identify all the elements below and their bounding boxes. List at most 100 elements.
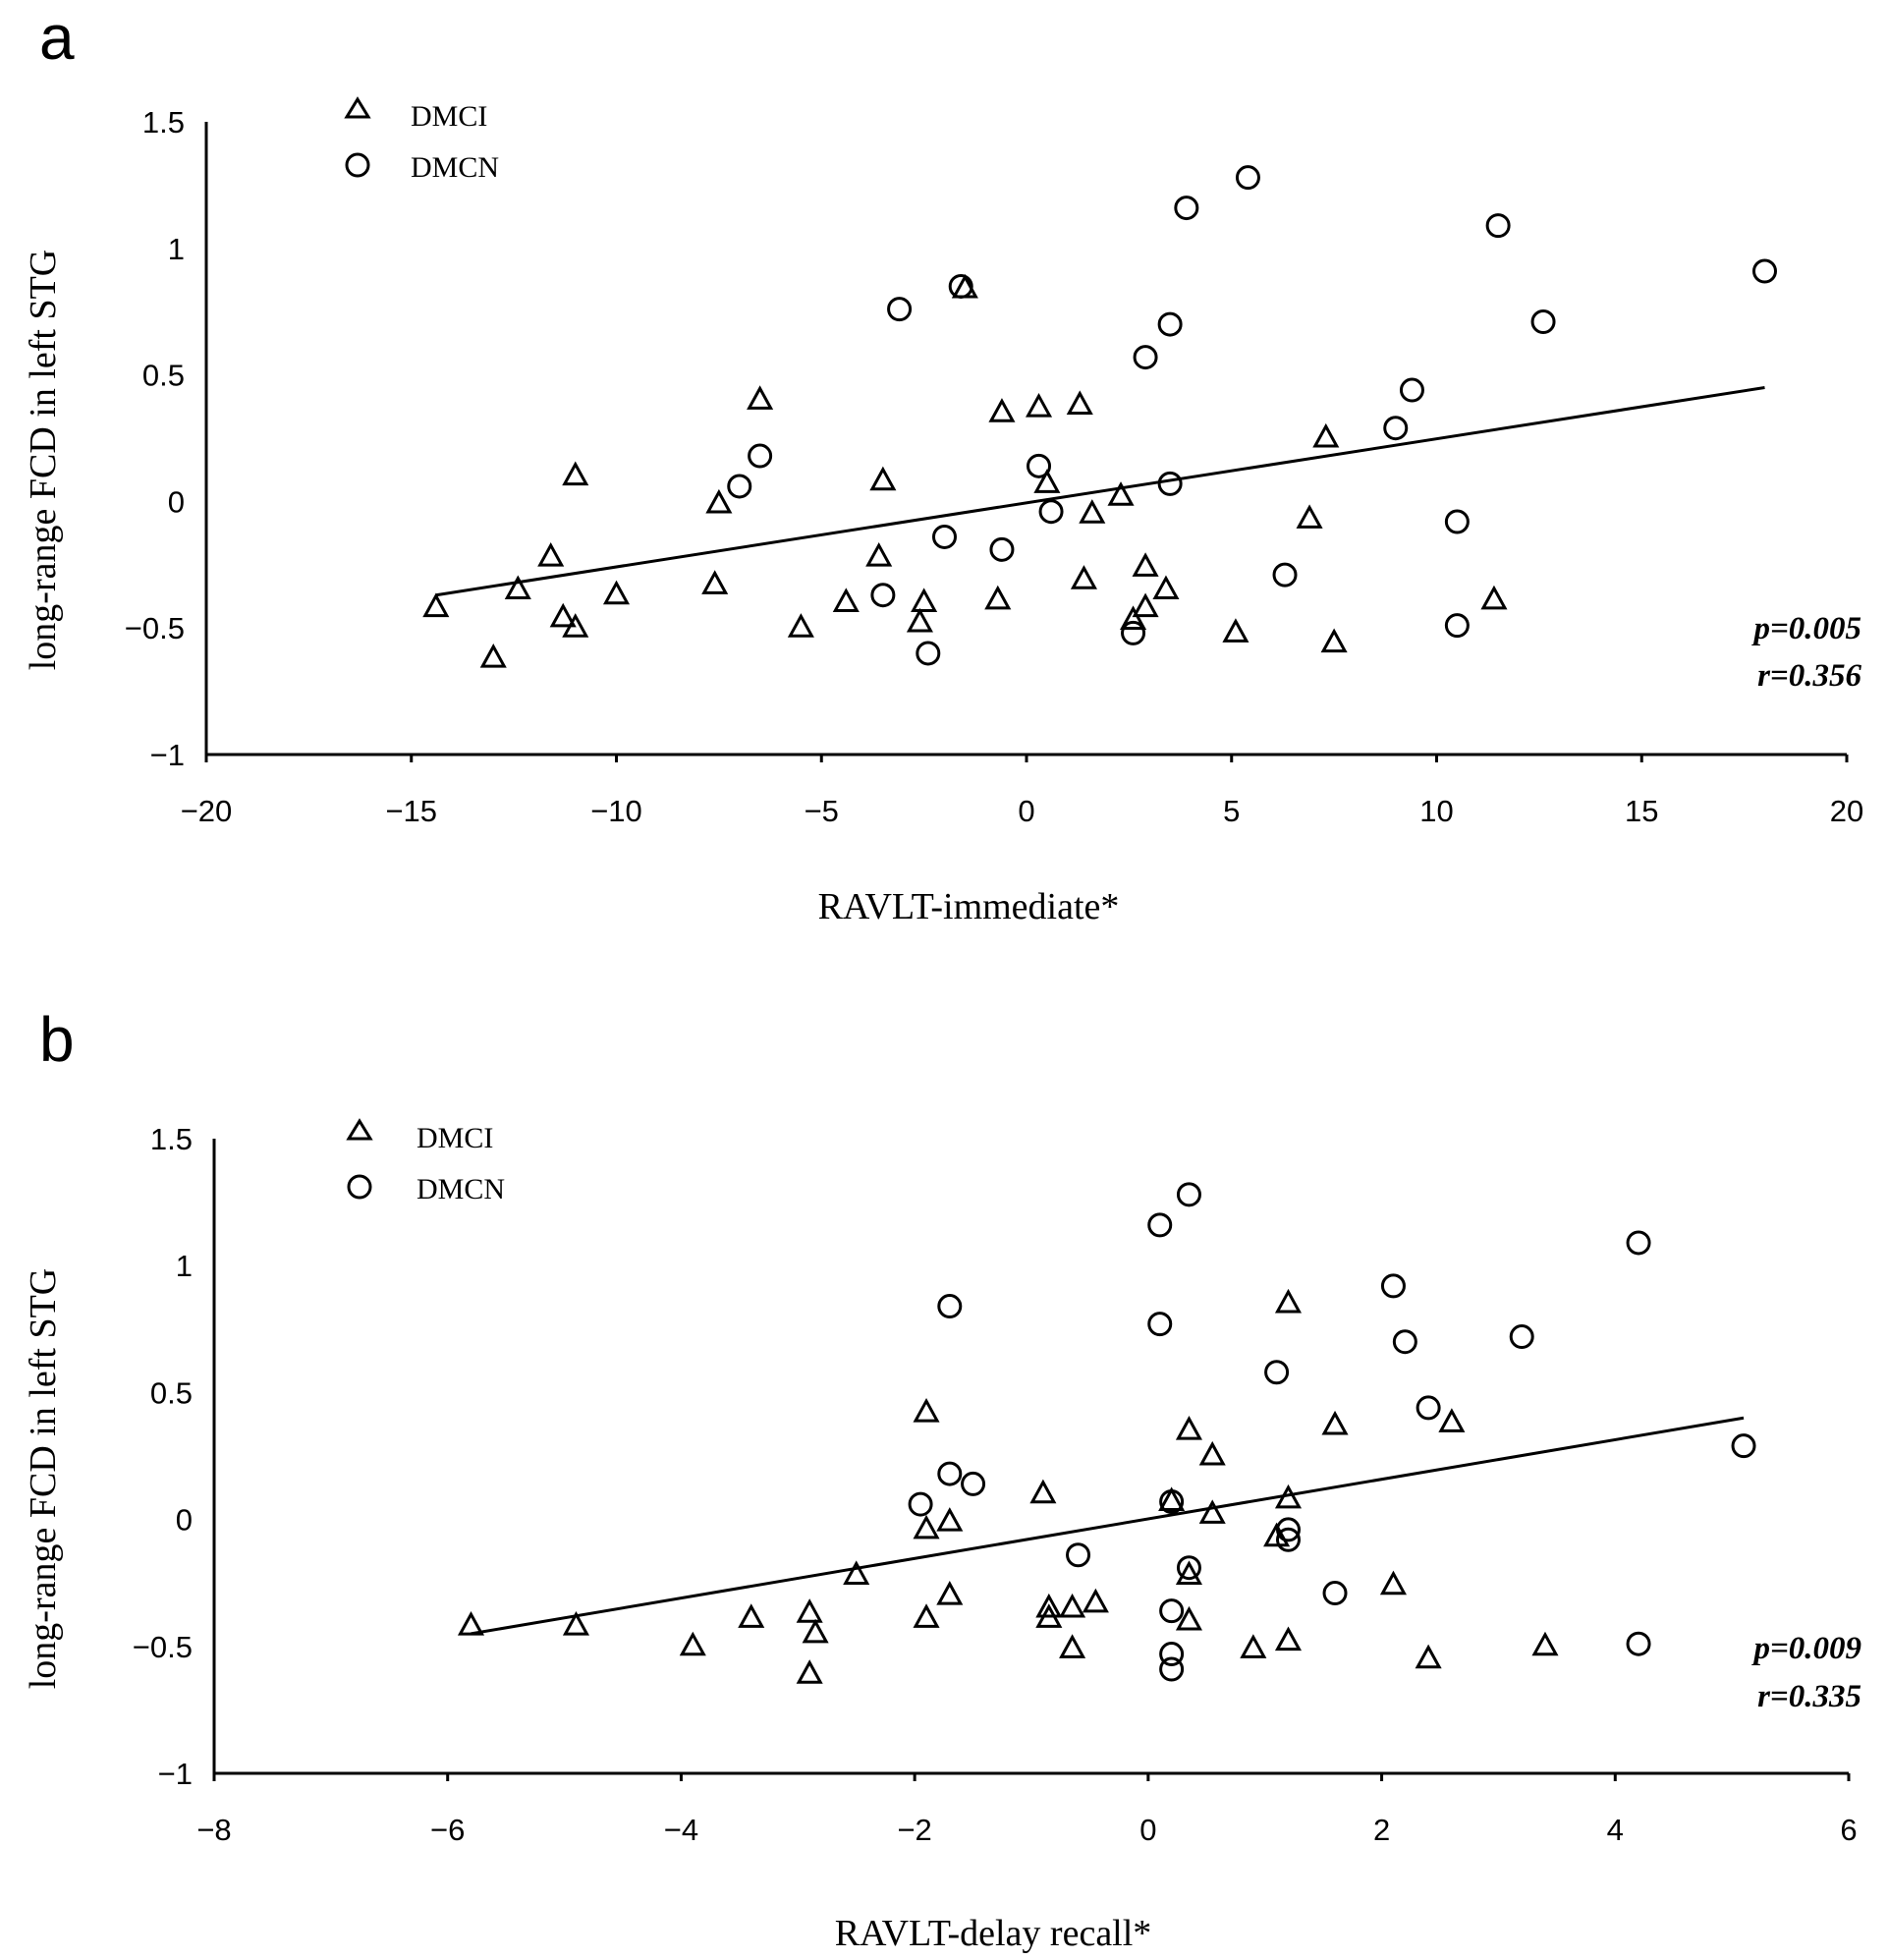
dmci-point (1321, 1410, 1349, 1435)
dmcn-point (1380, 1273, 1406, 1299)
legend-triangle-icon (344, 96, 371, 119)
dmci-point (1274, 1484, 1303, 1509)
dmci-point (705, 488, 733, 514)
legend-circle-icon (345, 152, 370, 178)
dmcn-point (1038, 499, 1064, 525)
dmcn-point (1752, 258, 1777, 284)
y-tick-label: 0.5 (142, 359, 185, 393)
dmci-point (479, 643, 507, 668)
dmcn-point (1731, 1433, 1756, 1459)
dmci-point (1035, 1603, 1063, 1628)
dmci-point (1033, 469, 1061, 493)
x-tick-label: 10 (1419, 794, 1453, 828)
dmcn-point (1399, 377, 1424, 403)
y-tick-label: −1 (158, 1757, 193, 1791)
legend-label-dmcn: DMCN (411, 151, 499, 184)
dmci-point (913, 1603, 940, 1628)
dmcn-point (1264, 1360, 1290, 1385)
dmci-point (913, 1514, 940, 1540)
dmcn-point (961, 1471, 986, 1496)
dmci-point (787, 613, 814, 638)
dmcn-point (748, 443, 773, 469)
dmcn-point (1159, 1598, 1185, 1624)
dmcn-point (1392, 1329, 1417, 1355)
panel-label-a: a (39, 2, 75, 73)
dmcn-point (870, 583, 896, 608)
dmci-point (1066, 390, 1093, 416)
x-tick-label: 6 (1840, 1813, 1857, 1847)
dmci-point (1152, 575, 1180, 600)
x-axis-title: RAVLT-immediate* (818, 886, 1120, 927)
dmcn-point (932, 524, 957, 549)
dmci-point (1082, 1588, 1109, 1613)
dmci-point (1320, 628, 1348, 653)
dmcn-point (1176, 1182, 1201, 1207)
dmci-point (602, 580, 631, 605)
dmcn-point (1626, 1230, 1651, 1256)
dmcn-point (1272, 562, 1298, 588)
x-tick-label: −6 (430, 1813, 465, 1847)
legend-triangle-icon (346, 1118, 373, 1141)
x-tick-label: −5 (805, 794, 839, 828)
dmcn-point (1147, 1312, 1173, 1337)
y-tick-label: −0.5 (133, 1630, 193, 1664)
x-tick-label: −2 (897, 1813, 931, 1847)
trend-line (435, 385, 1765, 597)
dmci-point (1263, 1522, 1291, 1547)
dmci-point (1059, 1593, 1086, 1618)
dmci-point (1029, 1479, 1057, 1504)
dmcn-point (916, 641, 941, 666)
dmcn-point (908, 1491, 933, 1517)
y-tick-label: 0 (168, 484, 185, 519)
dmci-point (1531, 1631, 1559, 1656)
x-tick-label: 2 (1373, 1813, 1390, 1847)
x-tick-label: 15 (1625, 794, 1658, 828)
dmci-point (1158, 1486, 1186, 1512)
dmcn-point (1626, 1631, 1651, 1656)
dmci-point (843, 1560, 870, 1585)
dmci-point (422, 592, 450, 618)
legend: DMCI DMCN (344, 96, 499, 184)
y-tick-label: 1.5 (150, 1122, 193, 1156)
dmcn-point (989, 536, 1015, 562)
x-tick-label: 20 (1830, 794, 1863, 828)
dmci-point (457, 1611, 485, 1636)
dmcn-point (1530, 309, 1556, 335)
dmci-point (537, 541, 565, 567)
x-tick-label: −20 (181, 794, 233, 828)
dmcn-point (1509, 1324, 1534, 1350)
dmci-point (1132, 552, 1159, 577)
dmcn-point (1416, 1395, 1441, 1421)
scatter-panel-b: b DMCI DMCN p=0.009 r=0.335 RAVLT-delay … (23, 1004, 1861, 1954)
dmcn-point (1485, 213, 1511, 239)
dmcn-point (727, 474, 752, 499)
y-tick-label: −0.5 (125, 611, 185, 645)
dmci-point (738, 1603, 765, 1628)
dmci-point (1312, 422, 1340, 448)
dmci-point (1379, 1570, 1407, 1596)
x-tick-label: 5 (1223, 794, 1240, 828)
dmci-point (1240, 1634, 1267, 1658)
dmci-point (1198, 1440, 1226, 1466)
dmci-point (1175, 1416, 1202, 1440)
scatter-panel-a: a DMCI DMCN p=0.005 r=0.356 RAVLT-immedi… (23, 2, 1863, 927)
x-tick-label: 0 (1018, 794, 1034, 828)
dmci-point (679, 1631, 706, 1656)
dmci-point (1175, 1560, 1202, 1585)
x-tick-label: 4 (1607, 1813, 1624, 1847)
dmcn-point (887, 297, 913, 322)
dmci-point (936, 1507, 964, 1532)
y-tick-label: 1 (176, 1249, 193, 1283)
p-value: p=0.005 (1750, 611, 1861, 646)
dmcn-point (1444, 613, 1470, 639)
y-tick-label: 0.5 (150, 1375, 193, 1410)
dmcn-point (1275, 1517, 1301, 1542)
x-tick-label: 0 (1139, 1813, 1156, 1847)
p-value: p=0.009 (1750, 1631, 1861, 1666)
x-tick-label: −8 (196, 1813, 231, 1847)
dmci-point (1059, 1634, 1086, 1658)
y-axis-title: long-range FCD in left STG (23, 1268, 64, 1690)
dmci-point (911, 588, 938, 612)
dmcn-point (1133, 345, 1158, 370)
dmci-point (1175, 1605, 1202, 1631)
